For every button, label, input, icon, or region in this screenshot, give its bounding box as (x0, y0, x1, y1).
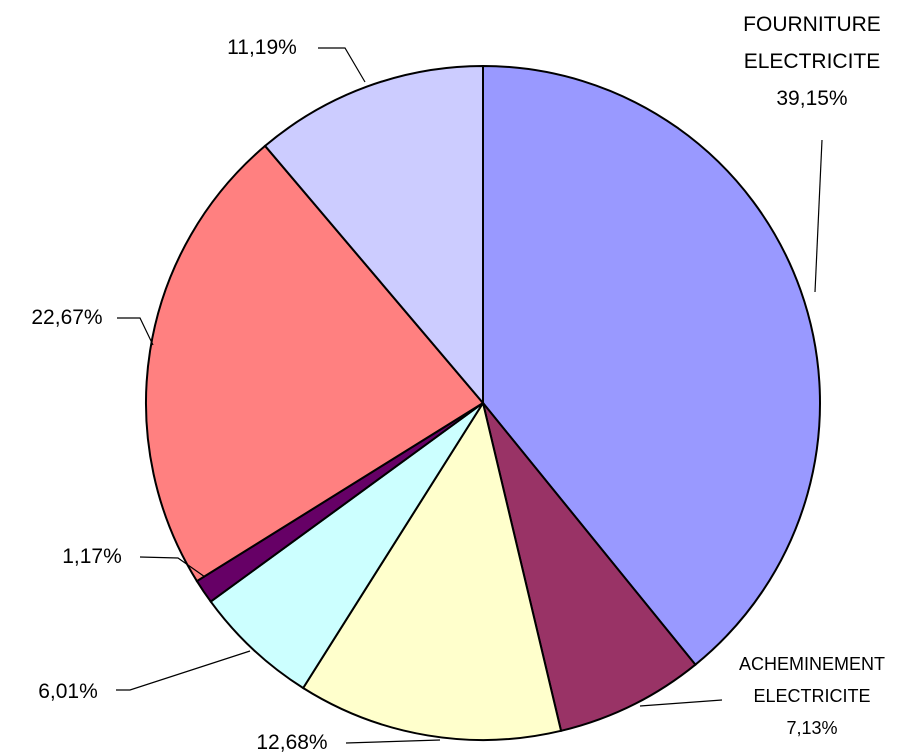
leader-line (139, 556, 206, 578)
value-label: 6,01% (38, 680, 98, 703)
category-label: ACHEMINEMENT ELECTRICITE (739, 654, 885, 706)
data-label: ACHEMINEMENT ELECTRICITE 7,13% (739, 654, 885, 738)
leader-line (345, 739, 441, 744)
value-label: 11,19% (227, 36, 297, 59)
category-label: FOURNITURE ELECTRICITE (743, 13, 881, 73)
data-label: 22,67% (31, 306, 102, 329)
data-label: 11,19% (227, 36, 297, 59)
leader-line (318, 47, 366, 83)
pie-slice (209, 402, 484, 690)
data-label: 12,68% (256, 731, 327, 754)
value-label: 7,13% (786, 718, 837, 738)
value-label: 12,68% (256, 731, 327, 754)
category-line: FOURNITURE (743, 13, 881, 36)
leader-line (814, 139, 823, 293)
data-label: 1,17% (62, 545, 122, 568)
leader-line (116, 650, 251, 691)
pie-slice (482, 64, 821, 667)
pie-slice (263, 64, 484, 406)
data-label: 6,01% (38, 680, 98, 703)
value-label: 39,15% (776, 87, 847, 110)
category-line: ELECTRICITE (753, 686, 870, 706)
leader-line (639, 699, 723, 707)
category-line: ACHEMINEMENT (739, 654, 885, 674)
category-line: ELECTRICITE (744, 50, 881, 73)
pie-slice (301, 400, 563, 741)
data-label: FOURNITURE ELECTRICITE 39,15% (743, 13, 881, 110)
value-label: 22,67% (31, 306, 102, 329)
value-label: 1,17% (62, 545, 122, 568)
pie-slice (482, 402, 697, 733)
pie-slice (145, 144, 485, 583)
leader-line (117, 317, 154, 346)
